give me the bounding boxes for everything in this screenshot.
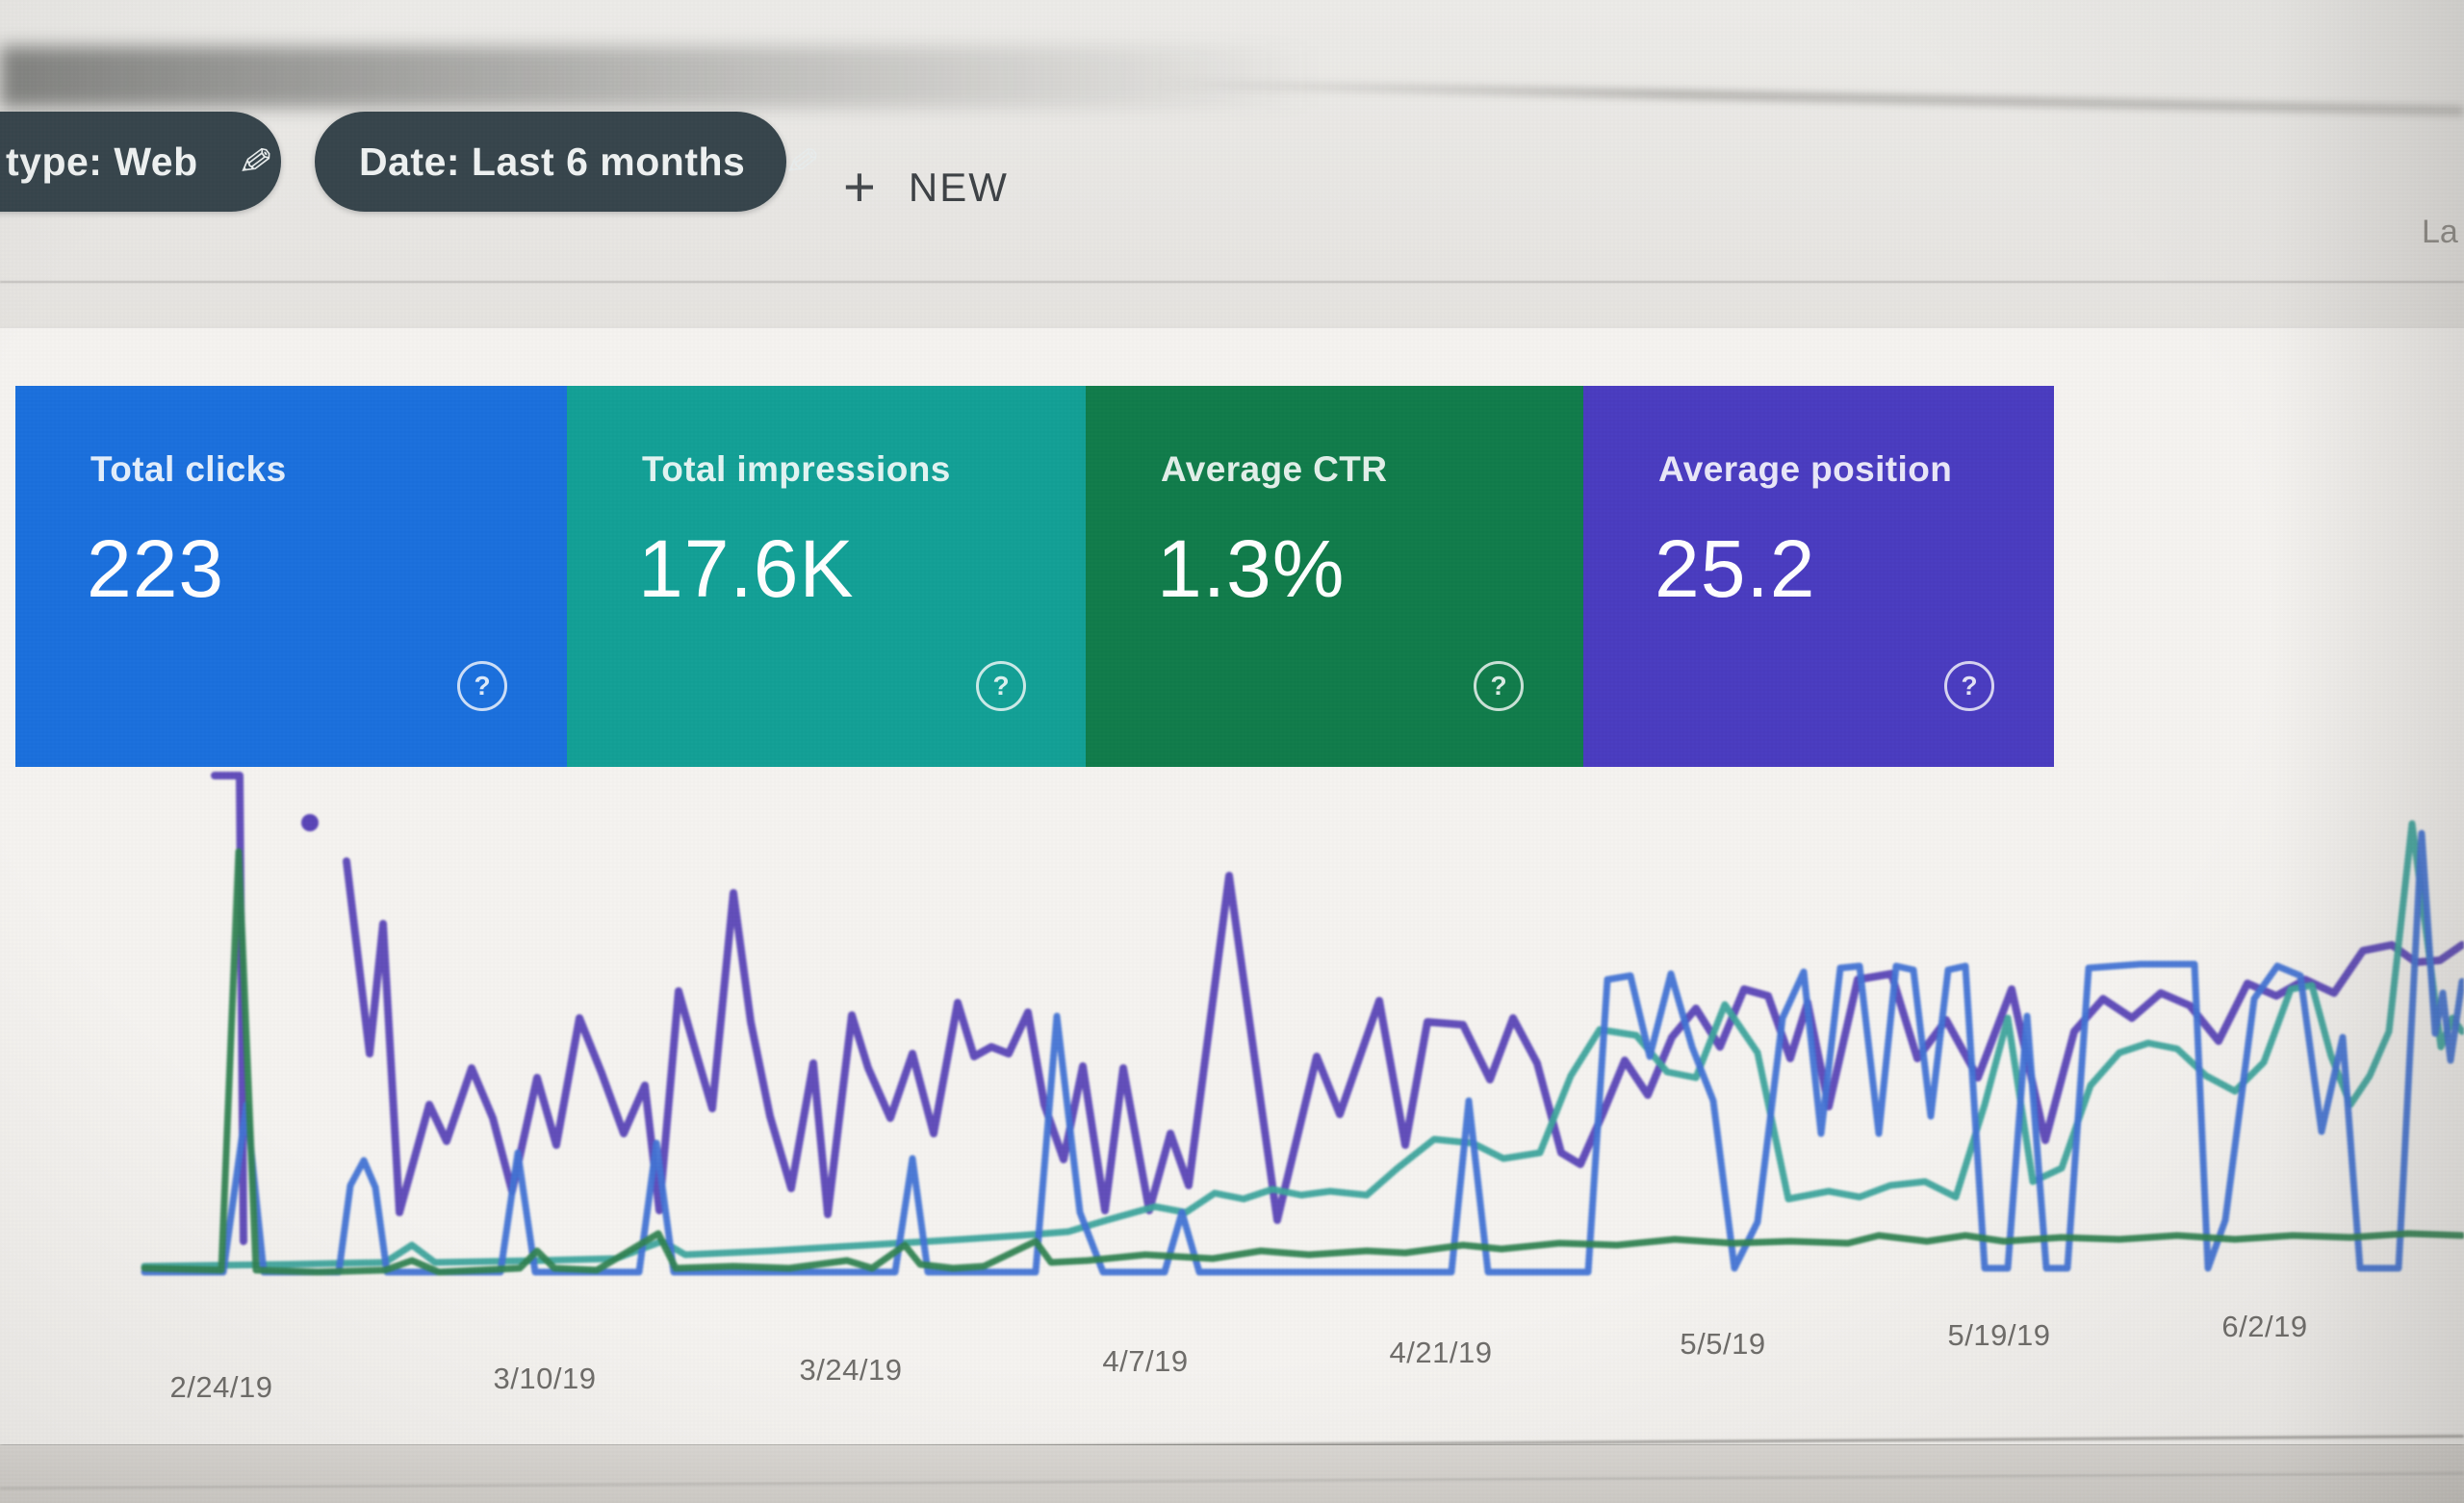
card-value: 223 bbox=[87, 523, 225, 614]
card-label: Average position bbox=[1658, 449, 1953, 489]
help-icon[interactable]: ? bbox=[1474, 661, 1524, 711]
edit-pencil-icon[interactable]: ✎ bbox=[235, 137, 275, 187]
x-axis-tick-label: 4/21/19 bbox=[1389, 1336, 1493, 1369]
chart-hover-area[interactable] bbox=[135, 770, 2464, 1289]
average-ctr-card[interactable]: Average CTR 1.3% ? bbox=[1086, 386, 1583, 767]
date-chip-label: Date: Last 6 months bbox=[359, 139, 746, 184]
new-filter-label: NEW bbox=[908, 165, 1009, 210]
date-filter-chip[interactable]: Date: Last 6 months ✎ bbox=[315, 112, 823, 212]
average-position-card[interactable]: Average position 25.2 ? bbox=[1583, 386, 2054, 767]
search-type-filter-chip[interactable]: type: Web ✎ bbox=[0, 112, 281, 212]
card-value: 25.2 bbox=[1655, 523, 1816, 614]
metric-cards: Total clicks 223 ? Total impressions 17.… bbox=[0, 386, 2464, 767]
x-axis-tick-label: 3/24/19 bbox=[799, 1353, 903, 1387]
card-label: Total clicks bbox=[90, 449, 287, 489]
card-label: Average CTR bbox=[1161, 449, 1388, 489]
x-axis-tick-label: 3/10/19 bbox=[493, 1362, 597, 1395]
x-axis-tick-label: 4/7/19 bbox=[1102, 1344, 1189, 1378]
top-edge-shadow bbox=[0, 46, 1502, 108]
x-axis-tick-label: 2/24/19 bbox=[169, 1370, 273, 1404]
header-divider bbox=[0, 281, 2464, 283]
total-impressions-card[interactable]: Total impressions 17.6K ? bbox=[567, 386, 1086, 767]
page-backdrop bbox=[0, 1445, 2464, 1503]
x-axis-tick-label: 5/19/19 bbox=[1947, 1318, 2051, 1352]
card-value: 17.6K bbox=[638, 523, 855, 614]
top-right-partial-text: La bbox=[2422, 214, 2458, 250]
plus-icon: + bbox=[843, 156, 876, 218]
new-filter-button[interactable]: + NEW bbox=[843, 152, 1009, 223]
filter-bar: type: Web ✎ Date: Last 6 months ✎ + NEW … bbox=[0, 0, 2464, 289]
total-clicks-card[interactable]: Total clicks 223 ? bbox=[15, 386, 567, 767]
help-icon[interactable]: ? bbox=[457, 661, 507, 711]
card-value: 1.3% bbox=[1157, 523, 1346, 614]
help-icon[interactable]: ? bbox=[1944, 661, 1994, 711]
x-axis-tick-label: 6/2/19 bbox=[2221, 1310, 2308, 1343]
card-label: Total impressions bbox=[642, 449, 951, 489]
edit-pencil-icon[interactable]: ✎ bbox=[783, 137, 823, 187]
x-axis-tick-label: 5/5/19 bbox=[1680, 1327, 1766, 1361]
search-type-chip-label: type: Web bbox=[6, 139, 198, 184]
help-icon[interactable]: ? bbox=[976, 661, 1026, 711]
